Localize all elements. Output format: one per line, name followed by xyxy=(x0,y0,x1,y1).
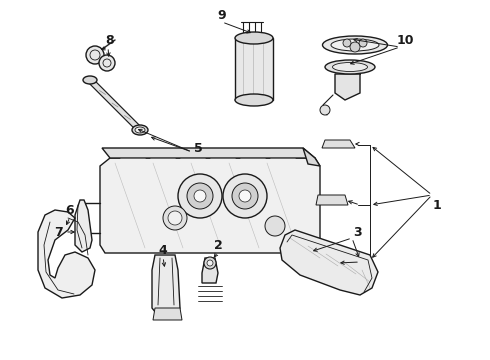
Text: 7: 7 xyxy=(53,225,62,239)
Text: 5: 5 xyxy=(194,141,202,154)
Polygon shape xyxy=(153,308,182,320)
Polygon shape xyxy=(235,38,273,100)
Circle shape xyxy=(204,257,216,269)
Polygon shape xyxy=(303,148,320,166)
Ellipse shape xyxy=(331,39,379,51)
Polygon shape xyxy=(100,158,320,253)
Text: 10: 10 xyxy=(396,33,414,46)
Ellipse shape xyxy=(322,36,388,54)
Text: 2: 2 xyxy=(214,239,222,252)
Polygon shape xyxy=(280,230,378,295)
Text: 1: 1 xyxy=(433,198,441,212)
Ellipse shape xyxy=(333,63,368,72)
Polygon shape xyxy=(86,80,144,130)
Circle shape xyxy=(232,183,258,209)
Polygon shape xyxy=(102,148,315,158)
Text: 4: 4 xyxy=(159,243,168,257)
Polygon shape xyxy=(202,258,218,283)
Circle shape xyxy=(163,206,187,230)
Ellipse shape xyxy=(325,60,375,74)
Circle shape xyxy=(194,190,206,202)
Ellipse shape xyxy=(83,76,97,84)
Circle shape xyxy=(359,39,367,47)
Polygon shape xyxy=(306,258,340,268)
Circle shape xyxy=(99,55,115,71)
Circle shape xyxy=(265,216,285,236)
Ellipse shape xyxy=(235,32,273,44)
Text: 6: 6 xyxy=(66,203,74,216)
Ellipse shape xyxy=(135,127,145,133)
Polygon shape xyxy=(322,140,355,148)
Circle shape xyxy=(168,211,182,225)
Circle shape xyxy=(207,260,213,266)
Polygon shape xyxy=(75,200,92,252)
Text: 3: 3 xyxy=(354,225,362,239)
Circle shape xyxy=(350,42,360,52)
Polygon shape xyxy=(38,210,95,298)
Ellipse shape xyxy=(235,94,273,106)
Text: 8: 8 xyxy=(106,33,114,46)
Circle shape xyxy=(343,39,351,47)
Circle shape xyxy=(187,183,213,209)
Ellipse shape xyxy=(132,125,148,135)
Polygon shape xyxy=(335,74,360,100)
Circle shape xyxy=(239,190,251,202)
Circle shape xyxy=(320,105,330,115)
Polygon shape xyxy=(316,195,348,205)
Polygon shape xyxy=(350,60,360,74)
Polygon shape xyxy=(152,255,180,318)
Circle shape xyxy=(86,46,104,64)
Circle shape xyxy=(223,174,267,218)
Circle shape xyxy=(178,174,222,218)
Text: 9: 9 xyxy=(218,9,226,22)
